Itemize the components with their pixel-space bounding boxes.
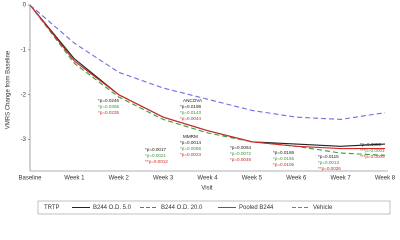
legend-label: B244 O.D. 20.0 — [161, 205, 203, 211]
series-line — [29, 4, 386, 120]
y-tick-label: -2 — [21, 92, 27, 98]
y-tick-label: 0 — [23, 3, 27, 9]
annotation: *p=0.0086 — [180, 146, 202, 151]
annotation: *p=0.0246 — [98, 98, 120, 103]
x-tick-label: Week 2 — [109, 176, 130, 182]
annotation: ***p=0.0001 — [360, 148, 385, 153]
annotation: *p=0.0366 — [98, 104, 120, 109]
annotation: *p=0.0155 — [273, 156, 295, 161]
y-tick-label: -3 — [21, 137, 27, 143]
x-tick-label: Week 1 — [64, 176, 85, 182]
series-line — [29, 4, 385, 150]
annotation-header: MMRM — [183, 134, 198, 139]
annotation: *p=0.0072 — [230, 151, 252, 156]
annotation: *p=0.0046 — [230, 157, 252, 162]
annotation: *p=0.0017 — [145, 147, 167, 152]
annotation: *p=0.0044 — [180, 116, 202, 121]
legend-label: B244 O.D. 5.0 — [93, 205, 132, 211]
y-axis-label: VMRS Change from Baseline — [6, 50, 12, 129]
x-tick-label: Week 5 — [242, 176, 263, 182]
x-tick-label: Week 7 — [331, 176, 352, 182]
annotation: *p=0.0014 — [180, 140, 202, 145]
annotation: *p=0.0050 — [360, 142, 382, 147]
x-tick-label: Week 3 — [153, 176, 174, 182]
x-tick-label: Week 4 — [197, 176, 218, 182]
annotation: *p=0.0105 — [273, 162, 295, 167]
chart: VMRS Change from Baseline Visit TRTP 0 -1… — [6, 3, 396, 215]
legend-label: Pooled B244 — [239, 205, 274, 211]
x-tick-label: Baseline — [18, 176, 42, 182]
annotation-header: ANCOVA — [183, 98, 203, 103]
annotation: *p=0.0143 — [180, 110, 202, 115]
annotation: *p=0.0013 — [318, 160, 340, 165]
annotation: *p=0.0115 — [318, 154, 339, 159]
x-tick-label: Week 8 — [375, 176, 396, 182]
annotation: ***p=0.0005 — [360, 154, 385, 159]
x-axis-label: Visit — [201, 186, 213, 192]
annotation: **p=0.0012 — [145, 159, 168, 164]
legend-title: TRTP — [44, 205, 60, 211]
annotation: *p=0.0186 — [273, 150, 295, 155]
annotation: *p=0.0198 — [180, 104, 202, 109]
legend-label: Vehicle — [313, 205, 333, 211]
y-tick-label: -1 — [21, 47, 27, 53]
series-line — [29, 4, 386, 156]
annotation: *p=0.0021 — [145, 153, 167, 158]
legend-box — [37, 200, 391, 215]
x-tick-label: Week 6 — [286, 176, 307, 182]
annotation: *p=0.0235 — [98, 110, 120, 115]
series-line — [29, 4, 386, 147]
annotation: *p=0.0023 — [180, 152, 202, 157]
annotation: *p=0.0064 — [230, 145, 252, 150]
annotation: **p=0.0026 — [318, 166, 341, 171]
